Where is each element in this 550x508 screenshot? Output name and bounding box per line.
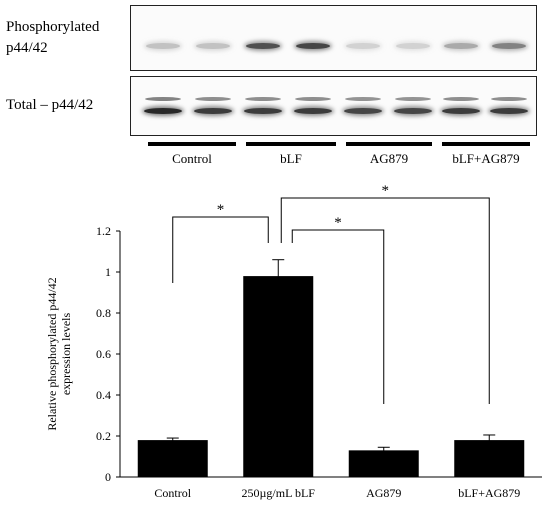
lane-bar-blf-ag879 [442,142,530,146]
total-upper-band [195,97,231,101]
y-tick-label: 0.6 [96,347,111,361]
bar [454,440,525,477]
total-blot-image [130,76,537,136]
y-tick-label: 0.8 [96,306,111,320]
total-upper-band [245,97,281,101]
phospho-band [246,43,280,49]
lane-label-control: Control [172,151,212,166]
total-band [394,108,432,114]
phospho-label-line1: Phosphorylated [6,19,100,35]
y-tick-label: 1 [105,265,111,279]
total-upper-band [491,97,527,101]
total-band [244,108,282,114]
significance-star: * [217,202,225,218]
phospho-band [296,43,330,49]
total-upper-band [345,97,381,101]
phospho-blot-image [130,5,537,71]
total-band [490,108,528,114]
bar [348,450,419,477]
phospho-band [492,43,526,49]
y-tick-label: 0 [105,470,111,484]
phospho-label-line2: p44/42 [6,40,48,56]
total-band [294,108,332,114]
total-upper-band [395,97,431,101]
category-label: AG879 [366,486,401,500]
significance-star: * [334,215,342,231]
phospho-band [146,43,180,49]
lane-label-blf: bLF [280,151,302,166]
category-label: bLF+AG879 [458,486,520,500]
total-band [144,108,182,114]
bar [137,440,208,477]
total-label: Total – p44/42 [6,97,94,113]
phospho-label: Phosphorylated p44/42 [6,17,99,59]
phospho-band [444,43,478,49]
y-axis-label: Relative phosphorylated p44/42expression… [45,277,73,430]
significance-bracket [291,229,385,404]
total-upper-band [295,97,331,101]
significance-star: * [382,183,390,199]
total-upper-band [443,97,479,101]
total-band [442,108,480,114]
total-band [194,108,232,114]
category-label: Control [154,486,191,500]
total-band [344,108,382,114]
phospho-band [346,43,380,49]
lane-label-ag879: AG879 [369,151,409,166]
total-upper-band [145,97,181,101]
lane-bar-blf [246,142,336,146]
y-tick-label: 1.2 [96,224,111,238]
bar [243,276,314,477]
category-label: 250µg/mL bLF [242,486,316,500]
y-tick-label: 0.4 [96,388,111,402]
significance-bracket [172,216,269,283]
lane-label-blf-ag879: bLF+AG879 [452,151,520,166]
lane-bar-control [148,142,236,146]
y-tick-label: 0.2 [96,429,111,443]
lane-bar-ag879 [346,142,432,146]
significance-bracket [280,197,490,404]
phospho-band [396,43,430,49]
phospho-band [196,43,230,49]
